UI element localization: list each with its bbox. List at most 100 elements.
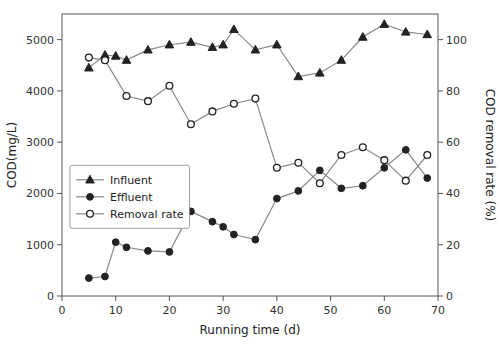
y2-tick-label: 80 [446, 85, 460, 98]
data-point [111, 52, 120, 60]
data-point [230, 25, 239, 33]
y-axis-label: COD(mg/L) [5, 122, 19, 188]
data-point [230, 100, 237, 107]
data-point [252, 95, 259, 102]
legend-label: Removal rate [110, 208, 184, 221]
x-tick [384, 296, 385, 301]
data-point [187, 38, 196, 46]
y2-axis-label: COD removal rate (%) [483, 89, 497, 222]
data-point [338, 152, 345, 159]
data-point [220, 223, 227, 230]
y2-tick-label: 60 [446, 136, 460, 149]
data-point [295, 187, 302, 194]
x-tick-label: 40 [270, 304, 284, 317]
data-point [188, 121, 195, 128]
legend-marker [87, 193, 94, 200]
y2-tick-label: 100 [446, 34, 467, 47]
data-point [359, 33, 368, 41]
y-tick-label: 0 [47, 290, 54, 303]
data-point [166, 249, 173, 256]
data-point [294, 72, 303, 80]
data-point [251, 45, 260, 53]
data-point [102, 273, 109, 280]
data-point [359, 182, 366, 189]
data-point [166, 82, 173, 89]
data-point [381, 157, 388, 164]
x-tick-label: 20 [162, 304, 176, 317]
legend: Influent Effluent Removal rate [70, 165, 190, 228]
x-axis-label: Running time (d) [200, 323, 301, 337]
y2-tick [438, 142, 443, 143]
chart: 0102030405060700100020003000400050000204… [0, 0, 500, 344]
x-tick [223, 296, 224, 301]
data-point [316, 167, 323, 174]
plot-area [85, 20, 432, 282]
data-point [338, 185, 345, 192]
y2-tick-label: 40 [446, 187, 460, 200]
y-tick [57, 244, 62, 245]
legend-box [70, 165, 190, 228]
y2-tick-label: 20 [446, 239, 460, 252]
x-tick-label: 10 [109, 304, 123, 317]
x-tick [330, 296, 331, 301]
data-point [85, 275, 92, 282]
data-point [401, 27, 410, 35]
x-tick [276, 296, 277, 301]
legend-marker [87, 210, 94, 217]
data-point [122, 56, 131, 64]
data-point [85, 54, 92, 61]
x-tick [115, 296, 116, 301]
data-point [112, 239, 119, 246]
y2-tick-label: 0 [446, 290, 453, 303]
data-point [359, 144, 366, 151]
data-point [273, 164, 280, 171]
data-point [144, 45, 153, 53]
data-point [423, 30, 432, 38]
data-point [209, 218, 216, 225]
legend-label: Effluent [110, 191, 153, 204]
y-tick-label: 5000 [26, 34, 54, 47]
plot-frame [62, 14, 438, 296]
y-tick-label: 4000 [26, 85, 54, 98]
y-tick [57, 296, 62, 297]
x-tick-label: 60 [377, 304, 391, 317]
legend-label: Influent [110, 174, 153, 187]
axes: 0102030405060700100020003000400050000204… [5, 14, 497, 337]
data-point [145, 247, 152, 254]
data-point [424, 152, 431, 159]
data-point [424, 175, 431, 182]
y2-tick [438, 244, 443, 245]
y-tick-label: 1000 [26, 239, 54, 252]
legend-marker [86, 175, 95, 183]
x-tick-label: 30 [216, 304, 230, 317]
data-point [380, 20, 389, 28]
x-tick [169, 296, 170, 301]
x-tick-label: 50 [324, 304, 338, 317]
y2-tick [438, 39, 443, 40]
y-tick-label: 3000 [26, 136, 54, 149]
data-point [85, 63, 94, 71]
y2-tick [438, 296, 443, 297]
x-tick-label: 0 [59, 304, 66, 317]
y-tick [57, 39, 62, 40]
data-point [295, 159, 302, 166]
data-point [381, 164, 388, 171]
data-point [123, 244, 130, 251]
data-point [273, 40, 282, 48]
data-point [252, 236, 259, 243]
y-tick-label: 2000 [26, 187, 54, 200]
x-tick-label: 70 [431, 304, 445, 317]
data-point [123, 93, 130, 100]
data-point [337, 56, 346, 64]
y-tick [57, 193, 62, 194]
x-tick [438, 296, 439, 301]
series-line [89, 58, 427, 184]
data-point [145, 98, 152, 105]
data-point [219, 40, 228, 48]
data-point [209, 108, 216, 115]
data-point [402, 177, 409, 184]
series-line [89, 24, 427, 76]
x-tick [62, 296, 63, 301]
y2-tick [438, 90, 443, 91]
data-point [208, 43, 217, 51]
